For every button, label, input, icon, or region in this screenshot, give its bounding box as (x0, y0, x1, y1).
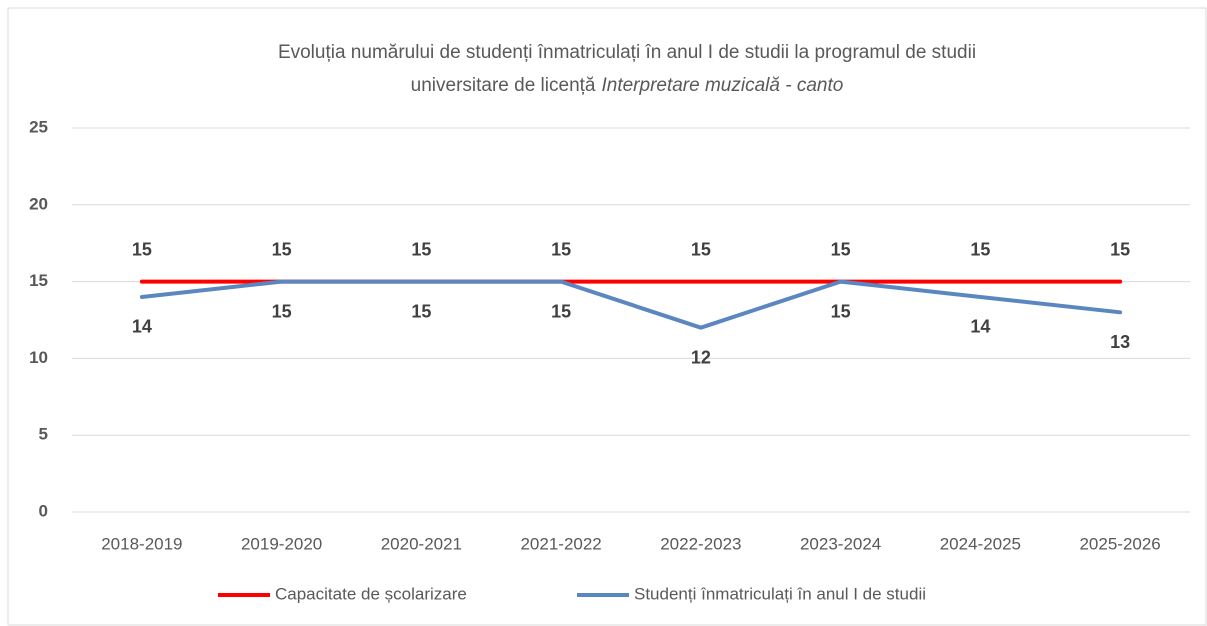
data-label: 15 (272, 301, 292, 321)
x-tick-label: 2025-2026 (1079, 534, 1160, 553)
x-tick-label: 2023-2024 (800, 534, 881, 553)
y-tick-label: 20 (29, 194, 48, 213)
data-label: 15 (691, 239, 711, 259)
chart-title-part: universitare de licență (411, 75, 596, 96)
data-label: 15 (831, 239, 851, 259)
data-label: 15 (551, 239, 571, 259)
data-label: 15 (411, 301, 431, 321)
x-tick-label: 2021-2022 (520, 534, 601, 553)
data-label: 12 (691, 347, 711, 367)
y-tick-label: 15 (29, 271, 48, 290)
data-label: 13 (1110, 332, 1130, 352)
series-line (139, 279, 1123, 330)
data-label: 15 (831, 301, 851, 321)
data-label: 15 (551, 301, 571, 321)
data-label: 15 (132, 239, 152, 259)
legend-label: Studenți înmatriculați în anul I de stud… (634, 584, 926, 603)
x-tick-label: 2020-2021 (381, 534, 462, 553)
y-tick-label: 0 (39, 501, 48, 520)
chart-title: universitare de licență Interpretare muzi… (411, 75, 844, 96)
data-label: 15 (970, 239, 990, 259)
x-tick-label: 2022-2023 (660, 534, 741, 553)
data-label: 14 (132, 317, 152, 337)
x-tick-label: 2024-2025 (940, 534, 1021, 553)
x-tick-label: 2019-2020 (241, 534, 322, 553)
chart-title-italic: Interpretare muzicală - canto (601, 75, 843, 96)
y-tick-label: 25 (29, 117, 48, 136)
y-tick-label: 10 (29, 348, 48, 367)
data-label: 15 (411, 239, 431, 259)
y-tick-label: 5 (39, 425, 48, 444)
chart-title: Evoluția numărului de studenți înmatricu… (278, 42, 976, 63)
data-label: 15 (272, 239, 292, 259)
data-label: 14 (970, 317, 990, 337)
legend-label: Capacitate de școlarizare (275, 584, 467, 603)
chart-border (7, 7, 1207, 626)
data-label: 15 (1110, 239, 1130, 259)
x-tick-label: 2018-2019 (101, 534, 182, 553)
